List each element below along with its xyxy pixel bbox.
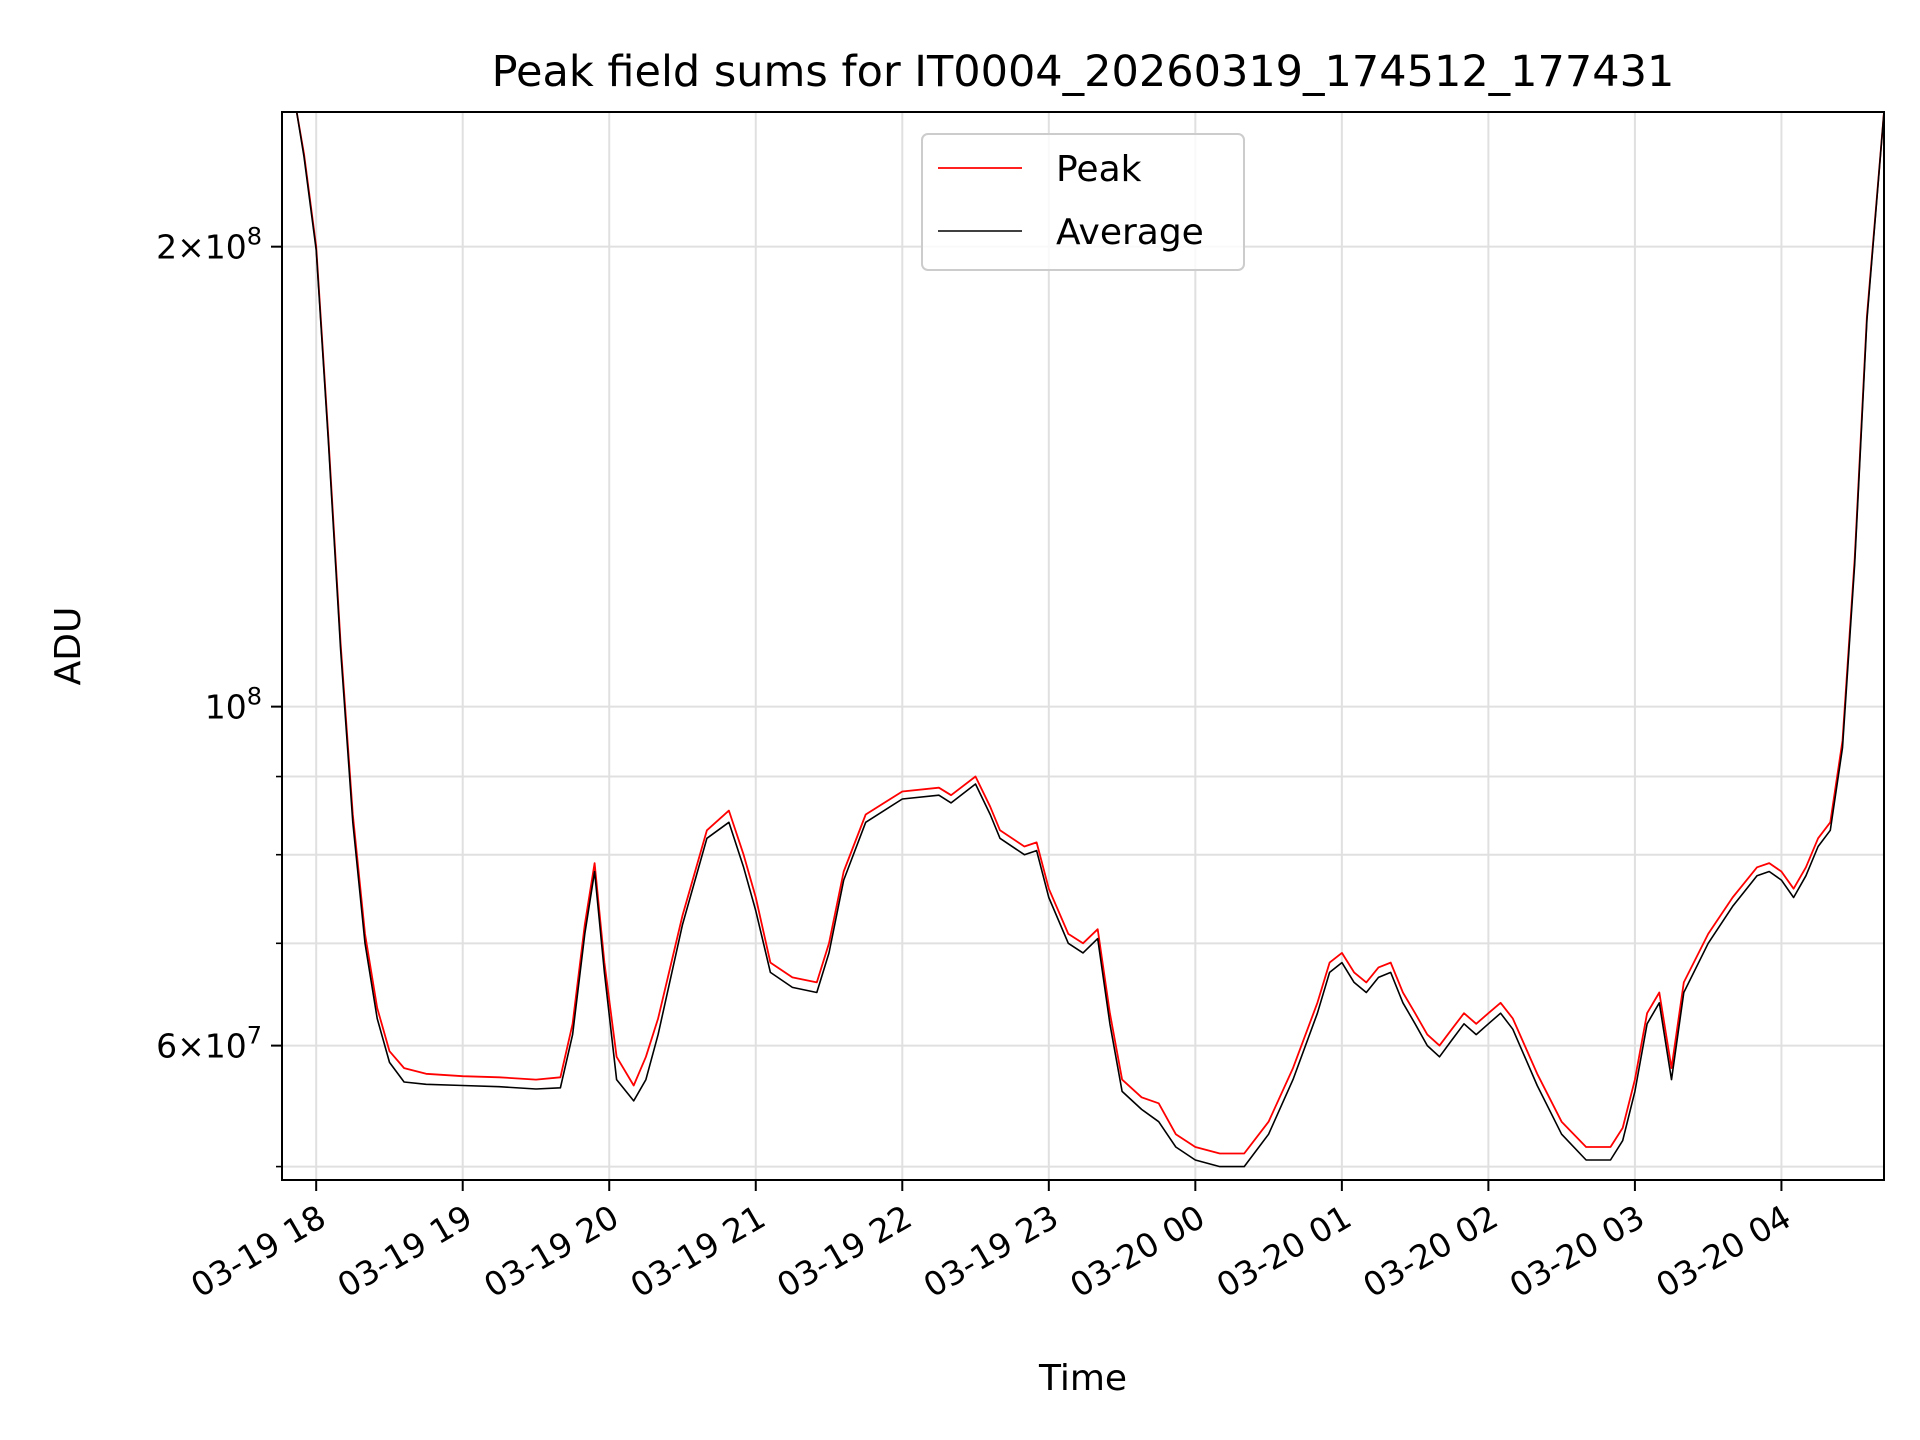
legend-peak-label: Peak	[1056, 149, 1142, 190]
plot-frame	[281, 111, 1885, 1181]
x-tick-label: 03-20 00	[1063, 1197, 1211, 1305]
x-tick-label: 03-19 19	[331, 1197, 479, 1305]
x-tick-label: 03-19 22	[770, 1197, 918, 1305]
x-tick-label: 03-19 23	[917, 1197, 1065, 1305]
y-tick-label: 6×107	[156, 1022, 262, 1066]
plot-clip	[282, 112, 1884, 1168]
x-axis-label: Time	[1038, 1358, 1127, 1399]
x-tick-label: 03-19 20	[477, 1197, 625, 1305]
x-tick-label: 03-20 01	[1210, 1197, 1358, 1305]
y-axis-label: ADU	[48, 607, 89, 686]
y-tick-label: 108	[205, 683, 262, 727]
x-tick-label: 03-20 02	[1356, 1197, 1504, 1305]
y-tick-label: 2×108	[156, 223, 262, 267]
series-average-line	[282, 112, 1884, 1168]
grid-x	[315, 112, 1783, 1180]
legend-average-label: Average	[1056, 212, 1204, 253]
chart-title: Peak field sums for IT0004_20260319_1745…	[492, 47, 1675, 97]
x-tick-label: 03-20 04	[1649, 1197, 1797, 1305]
x-tick-label: 03-20 03	[1503, 1197, 1651, 1305]
series-peak-line	[282, 112, 1884, 1155]
x-tick-label: 03-19 21	[624, 1197, 772, 1305]
y-axis-ticks: 2×108 108 6×107	[156, 223, 282, 1168]
x-tick-label: 03-19 18	[184, 1197, 332, 1305]
legend: Peak Average	[921, 133, 1245, 271]
